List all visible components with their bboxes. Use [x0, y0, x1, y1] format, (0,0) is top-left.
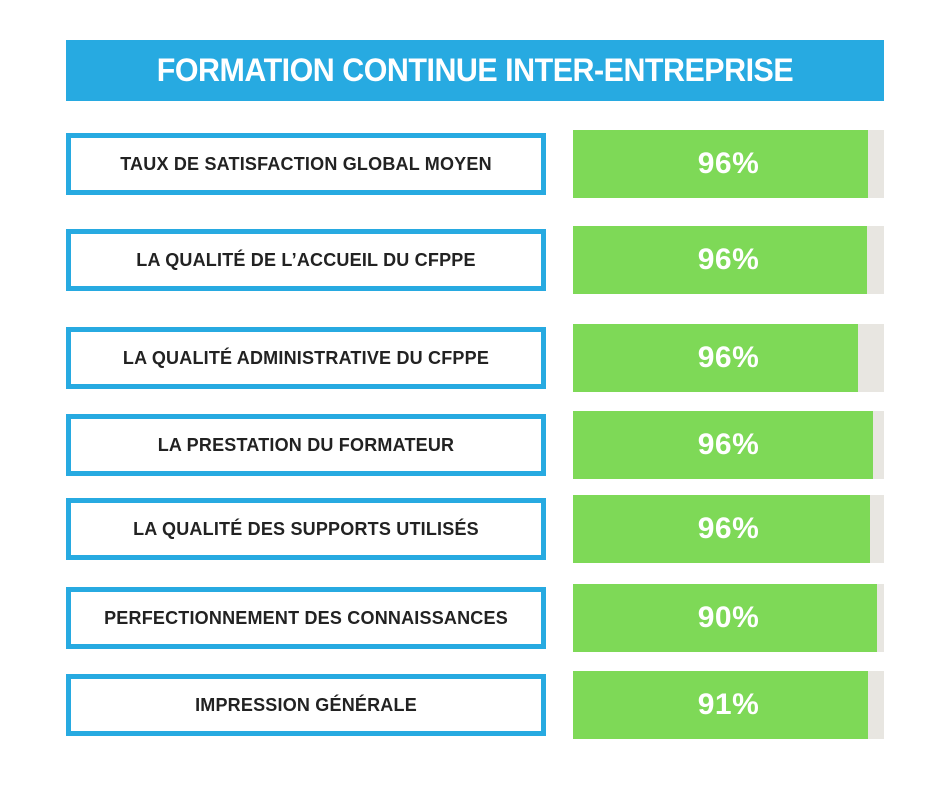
category-label-box: LA QUALITÉ DES SUPPORTS UTILISÉS — [66, 498, 546, 560]
bar-track: 96% — [573, 324, 884, 392]
bar-track: 91% — [573, 671, 884, 739]
bar-fill — [573, 584, 878, 652]
bar-fill — [573, 671, 869, 739]
category-label: IMPRESSION GÉNÉRALE — [195, 694, 417, 715]
bar-fill — [573, 324, 858, 392]
category-label-box: IMPRESSION GÉNÉRALE — [66, 674, 546, 736]
chart-title: FORMATION CONTINUE INTER-ENTREPRISE — [156, 52, 794, 88]
bar-value-label: 90% — [697, 601, 760, 634]
bar-value-label: 96% — [697, 243, 760, 276]
category-label: PERFECTIONNEMENT DES CONNAISSANCES — [104, 607, 508, 628]
bar-track: 96% — [573, 411, 884, 479]
chart-title-bar: FORMATION CONTINUE INTER-ENTREPRISE — [66, 40, 884, 101]
chart-row: LA PRESTATION DU FORMATEUR 96% — [0, 411, 940, 479]
bar-fill — [573, 226, 867, 294]
bar-track: 96% — [573, 495, 884, 563]
bar-value-label: 96% — [697, 147, 760, 180]
chart-row: PERFECTIONNEMENT DES CONNAISSANCES 90% — [0, 584, 940, 652]
bar-track: 96% — [573, 226, 884, 294]
chart-row: LA QUALITÉ DES SUPPORTS UTILISÉS 96% — [0, 495, 940, 563]
category-label: LA PRESTATION DU FORMATEUR — [157, 434, 455, 455]
category-label: LA QUALITÉ DES SUPPORTS UTILISÉS — [133, 518, 479, 539]
bar-fill — [573, 130, 869, 198]
category-label-box: LA QUALITÉ DE L’ACCUEIL DU CFPPE — [66, 229, 546, 291]
category-label: TAUX DE SATISFACTION GLOBAL MOYEN — [120, 153, 492, 174]
bar-value-label: 96% — [697, 341, 760, 374]
category-label-box: TAUX DE SATISFACTION GLOBAL MOYEN — [66, 133, 546, 195]
chart-row: TAUX DE SATISFACTION GLOBAL MOYEN 96% — [0, 130, 940, 198]
category-label-box: LA PRESTATION DU FORMATEUR — [66, 414, 546, 476]
chart-row: LA QUALITÉ DE L’ACCUEIL DU CFPPE 96% — [0, 226, 940, 294]
chart-row: IMPRESSION GÉNÉRALE 91% — [0, 671, 940, 739]
chart-row: LA QUALITÉ ADMINISTRATIVE DU CFPPE 96% — [0, 324, 940, 392]
bar-value-label: 96% — [697, 428, 760, 461]
category-label: LA QUALITÉ DE L’ACCUEIL DU CFPPE — [136, 249, 476, 270]
category-label: LA QUALITÉ ADMINISTRATIVE DU CFPPE — [122, 347, 490, 368]
bar-value-label: 96% — [697, 512, 760, 545]
bar-fill — [573, 495, 870, 563]
category-label-box: PERFECTIONNEMENT DES CONNAISSANCES — [66, 587, 546, 649]
bar-value-label: 91% — [697, 688, 760, 721]
bar-track: 90% — [573, 584, 884, 652]
bar-fill — [573, 411, 874, 479]
bar-track: 96% — [573, 130, 884, 198]
category-label-box: LA QUALITÉ ADMINISTRATIVE DU CFPPE — [66, 327, 546, 389]
